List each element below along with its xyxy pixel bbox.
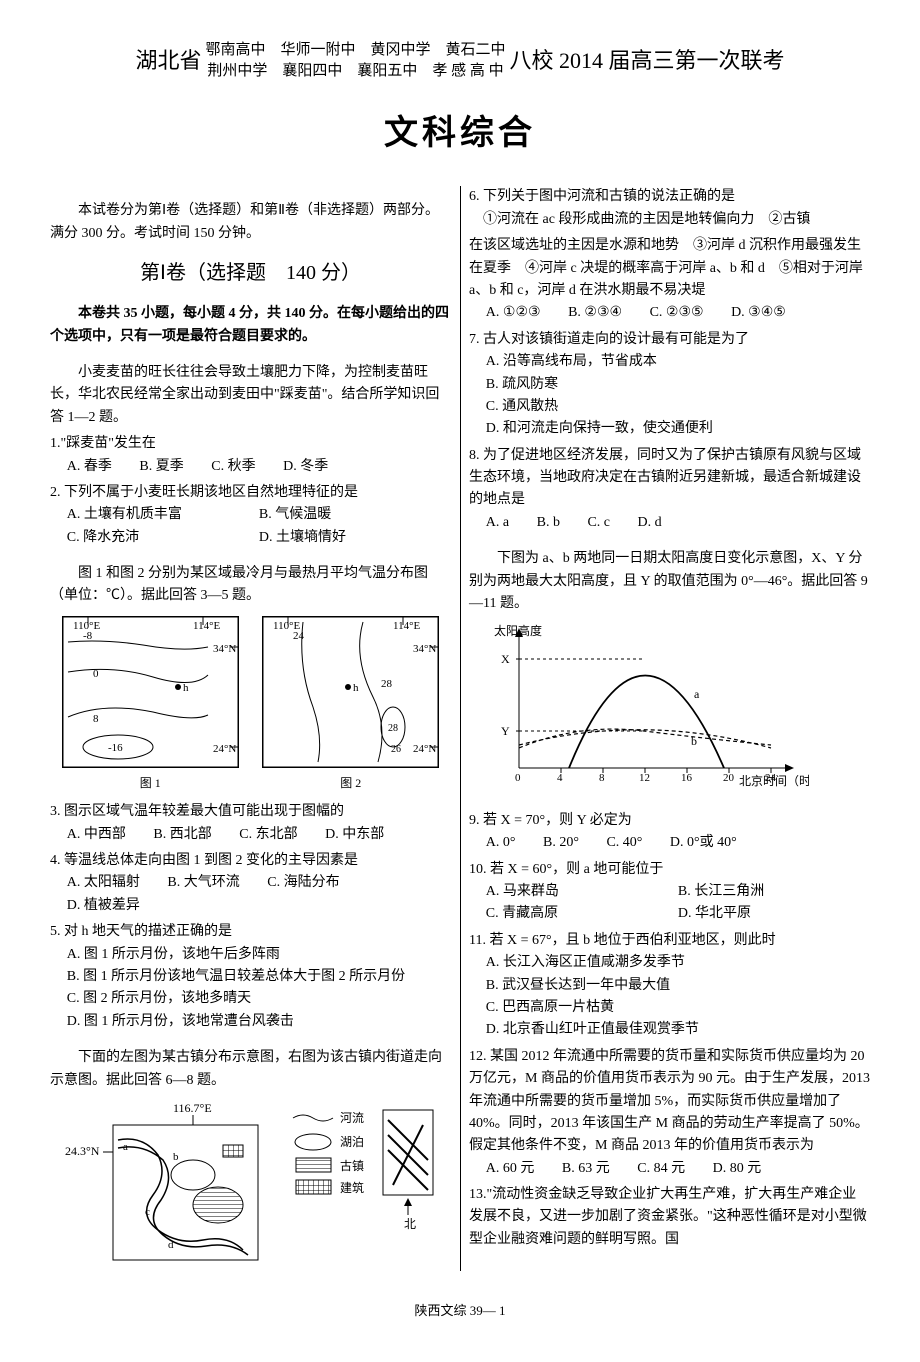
- svg-text:a: a: [123, 1141, 128, 1153]
- province-label: 湖北省: [135, 43, 201, 78]
- svg-text:26: 26: [391, 744, 401, 755]
- part1-intro: 本卷共 35 小题，每小题 4 分，共 140 分。在每小题给出的四个选项中，只…: [50, 303, 451, 348]
- figure-group-1: 110°E 114°E 34°N 24°N -8 0 8 -16 h 图 1: [50, 616, 451, 793]
- question-6: 6. 下列关于图中河流和古镇的说法正确的是 ①河流在 ac 段形成曲流的主因是地…: [469, 186, 870, 231]
- svg-text:-8: -8: [83, 630, 93, 642]
- svg-text:0: 0: [93, 668, 99, 680]
- svg-text:8: 8: [599, 772, 605, 784]
- svg-text:8: 8: [93, 713, 99, 725]
- question-7: 7. 古人对该镇街道走向的设计最有可能是为了 A. 沿等高线布局，节省成本 B.…: [469, 329, 870, 441]
- question-1: 1."踩麦苗"发生在 A. 春季 B. 夏季 C. 秋季 D. 冬季: [50, 433, 451, 478]
- question-3: 3. 图示区域气温年较差最大值可能出现于图幅的 A. 中西部 B. 西北部 C.…: [50, 801, 451, 846]
- svg-text:114°E: 114°E: [393, 620, 420, 632]
- question-10: 10. 若 X = 60°，则 a 地可能位于 A. 马来群岛 B. 长江三角洲…: [469, 859, 870, 926]
- figure-group-2: 116.7°E 24.3°N a b c d: [50, 1100, 451, 1271]
- svg-text:太阳高度: 太阳高度: [494, 623, 542, 638]
- svg-text:b: b: [173, 1151, 179, 1163]
- svg-text:c: c: [145, 1206, 150, 1218]
- figure-2: 110°E 114°E 34°N 24°N 24 28 28 26 h 图 2: [262, 616, 439, 793]
- svg-text:20: 20: [723, 772, 735, 784]
- passage-1: 小麦麦苗的旺长往往会导致土壤肥力下降，为控制麦苗旺长，华北农民经常全家出动到麦田…: [50, 362, 451, 429]
- question-2: 2. 下列不属于小麦旺长期该地区自然地理特征的是 A. 土壤有机质丰富 B. 气…: [50, 482, 451, 549]
- svg-text:24: 24: [765, 772, 777, 784]
- svg-text:建筑: 建筑: [340, 1180, 364, 1195]
- question-8: 8. 为了促进地区经济发展，同时又为了保护古镇原有风貌与区域生态环境，当地政府决…: [469, 445, 870, 535]
- question-6-cont: 在该区域选址的主因是水源和地势 ③河岸 d 沉积作用最强发生在夏季 ④河岸 c …: [469, 235, 870, 325]
- svg-text:28: 28: [388, 723, 398, 734]
- school-list: 鄂南高中 华师一附中 黄冈中学 黄石二中 荆州中学 襄阳四中 襄阳五中 孝 感 …: [205, 40, 505, 82]
- part1-title: 第Ⅰ卷（选择题 140 分）: [50, 257, 451, 289]
- figure-map: 116.7°E 24.3°N a b c d: [63, 1100, 263, 1271]
- svg-text:a: a: [694, 687, 700, 701]
- svg-text:北: 北: [404, 1217, 416, 1231]
- svg-text:114°E: 114°E: [193, 620, 220, 632]
- svg-text:116.7°E: 116.7°E: [173, 1101, 212, 1115]
- passage-3: 下面的左图为某古镇分布示意图，右图为该古镇内街道走向示意图。据此回答 6—8 题…: [50, 1047, 451, 1092]
- passage-2: 图 1 和图 2 分别为某区域最冷月与最热月平均气温分布图（单位：℃）。据此回答…: [50, 563, 451, 608]
- exam-header: 湖北省 鄂南高中 华师一附中 黄冈中学 黄石二中 荆州中学 襄阳四中 襄阳五中 …: [50, 40, 870, 82]
- exam-session: 八校 2014 届高三第一次联考: [510, 43, 785, 78]
- svg-text:24°N: 24°N: [213, 743, 236, 755]
- question-9: 9. 若 X = 70°，则 Y 必定为 A. 0° B. 20° C. 40°…: [469, 810, 870, 855]
- svg-text:4: 4: [557, 772, 563, 784]
- figure-legend-streets: 河流 湖泊 古镇 建筑 北: [288, 1100, 438, 1271]
- svg-text:34°N: 34°N: [213, 643, 236, 655]
- content-columns: 本试卷分为第Ⅰ卷（选择题）和第Ⅱ卷（非选择题）两部分。满分 300 分。考试时间…: [50, 186, 870, 1271]
- question-5: 5. 对 h 地天气的描述正确的是 A. 图 1 所示月份，该地午后多阵雨 B.…: [50, 921, 451, 1033]
- svg-text:24.3°N: 24.3°N: [65, 1144, 100, 1158]
- svg-text:0: 0: [515, 772, 521, 784]
- svg-text:b: b: [691, 734, 697, 748]
- page-footer: 陕西文综 39— 1: [50, 1301, 870, 1322]
- svg-text:34°N: 34°N: [413, 643, 436, 655]
- svg-text:-16: -16: [108, 742, 123, 754]
- svg-text:h: h: [353, 682, 359, 694]
- question-11: 11. 若 X = 67°，且 b 地位于西伯利亚地区，则此时 A. 长江入海区…: [469, 930, 870, 1042]
- sun-altitude-chart: 太阳高度 北京时间（时） X Y 0 4 8 12 16 20 24 a: [489, 623, 870, 801]
- svg-text:古镇: 古镇: [340, 1158, 364, 1173]
- exam-intro: 本试卷分为第Ⅰ卷（选择题）和第Ⅱ卷（非选择题）两部分。满分 300 分。考试时间…: [50, 200, 451, 245]
- passage-4: 下图为 a、b 两地同一日期太阳高度日变化示意图，X、Y 分别为两地最大太阳高度…: [469, 548, 870, 615]
- svg-text:24°N: 24°N: [413, 743, 436, 755]
- question-4: 4. 等温线总体走向由图 1 到图 2 变化的主导因素是 A. 太阳辐射 B. …: [50, 850, 451, 917]
- svg-text:d: d: [168, 1239, 174, 1251]
- question-12: 12. 某国 2012 年流通中所需要的货币量和实际货币供应量均为 20 万亿元…: [469, 1046, 870, 1180]
- question-13: 13."流动性资金缺乏导致企业扩大再生产难，扩大再生产难企业发展不良，又进一步加…: [469, 1184, 870, 1251]
- svg-text:Y: Y: [501, 724, 510, 738]
- svg-text:28: 28: [381, 678, 393, 690]
- svg-text:24: 24: [293, 630, 305, 642]
- svg-text:河流: 河流: [340, 1111, 364, 1125]
- figure-1: 110°E 114°E 34°N 24°N -8 0 8 -16 h 图 1: [62, 616, 239, 793]
- main-title: 文科综合: [50, 107, 870, 161]
- svg-text:湖泊: 湖泊: [340, 1134, 364, 1149]
- svg-text:16: 16: [681, 772, 693, 784]
- svg-text:h: h: [183, 682, 189, 694]
- svg-text:12: 12: [639, 772, 650, 784]
- svg-text:X: X: [501, 652, 510, 666]
